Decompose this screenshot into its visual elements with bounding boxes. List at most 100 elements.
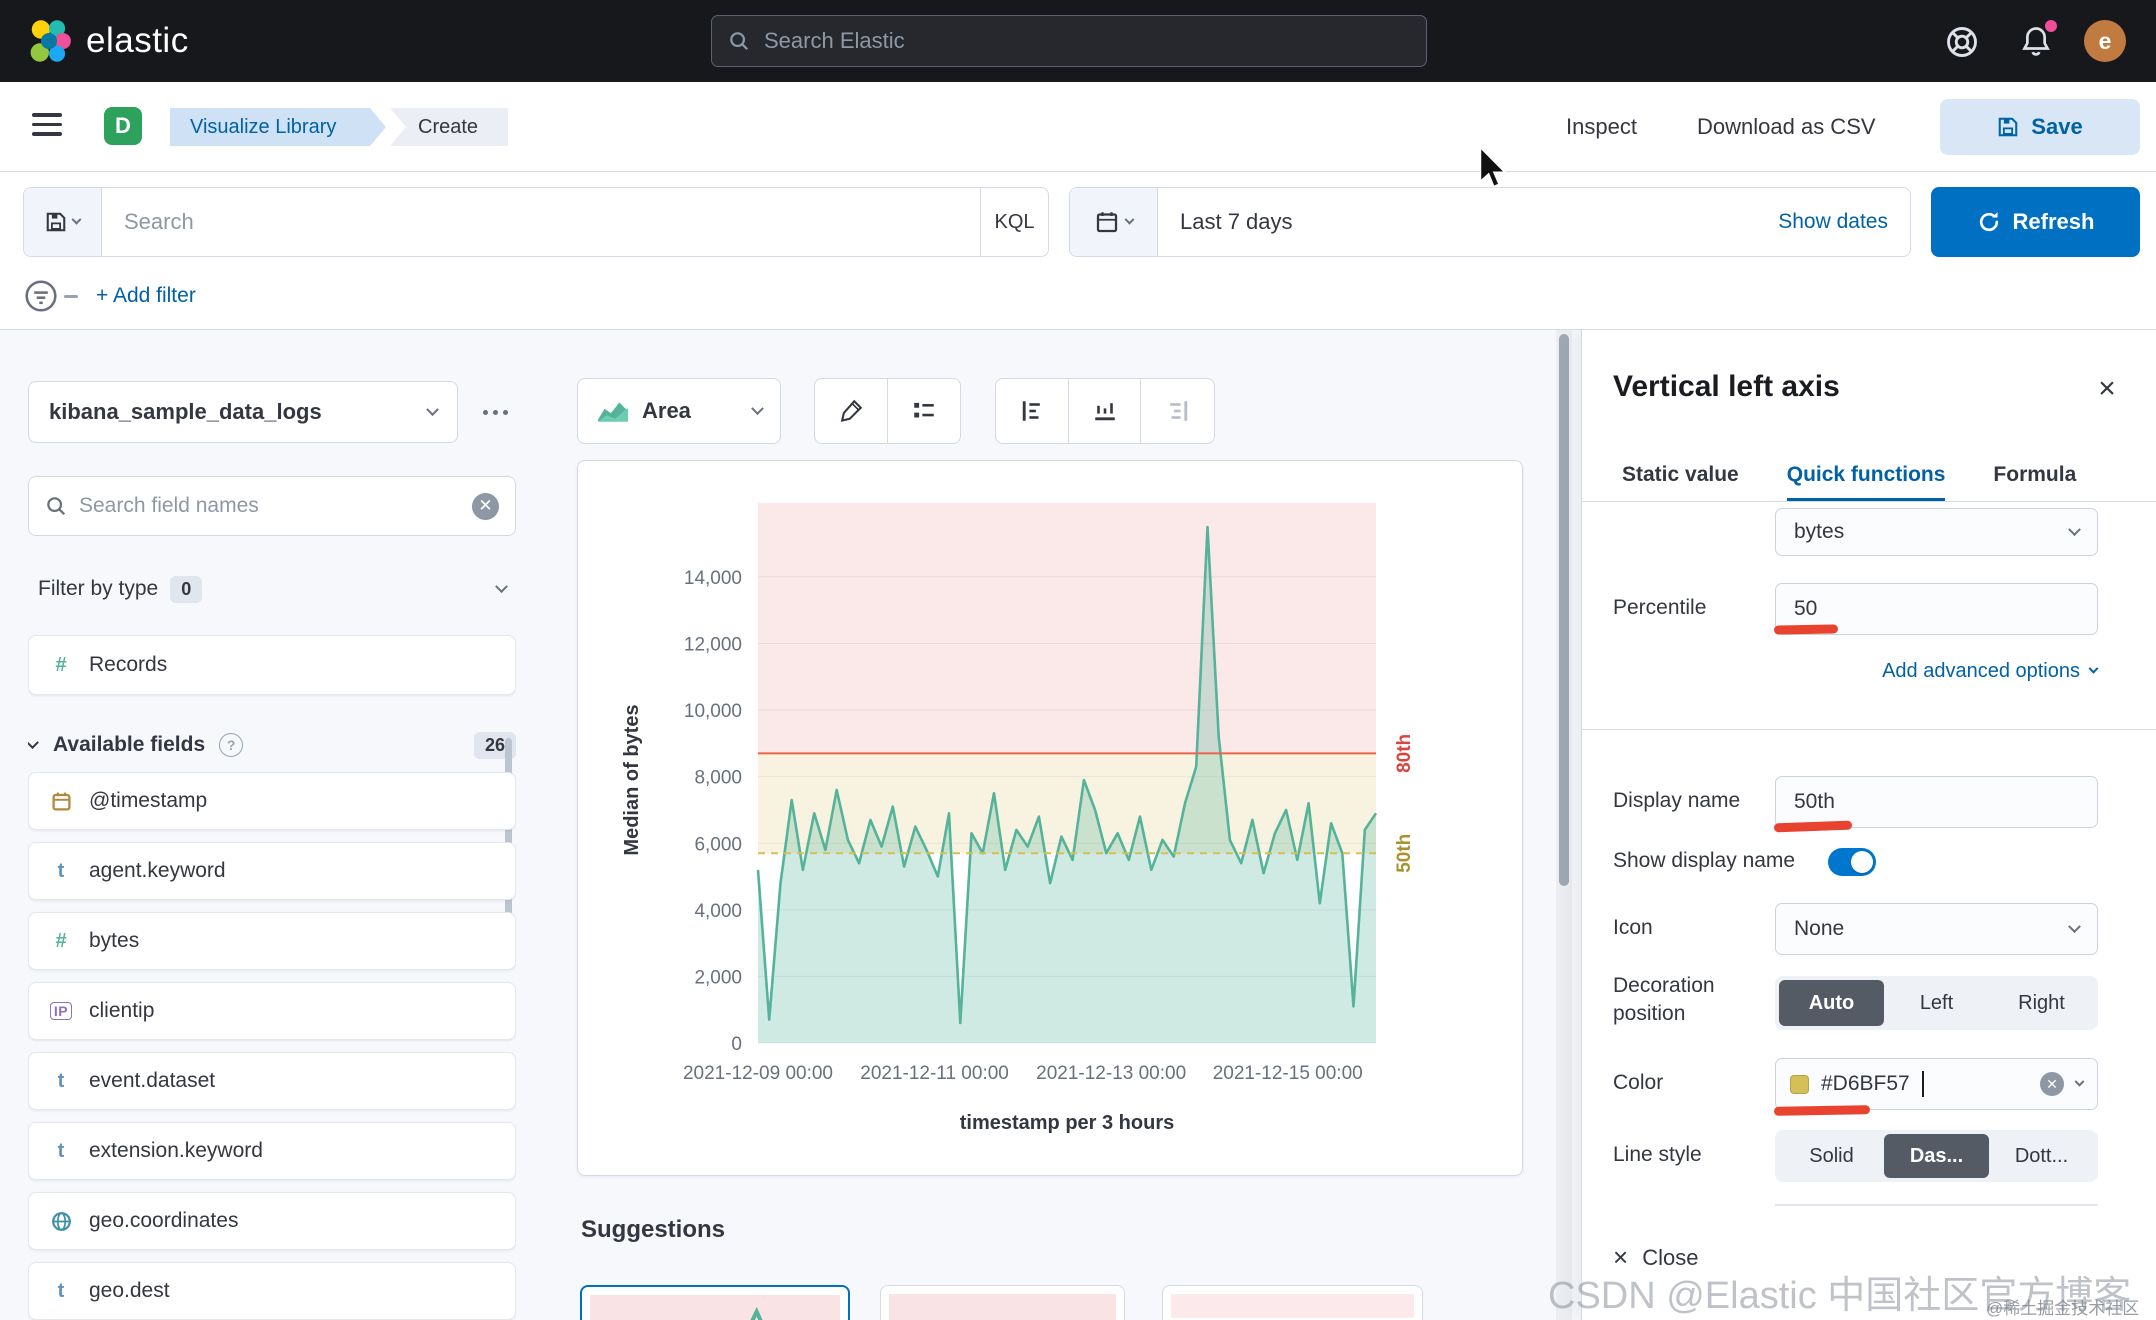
line-style-dotted-button[interactable]: Dott... [2014, 1144, 2069, 1167]
field-item[interactable]: t extension.keyword [28, 1122, 516, 1180]
page-scrollbar-thumb[interactable] [1559, 334, 1569, 886]
space-avatar[interactable]: D [104, 107, 142, 145]
clear-search-icon[interactable]: ✕ [472, 492, 499, 520]
suggestion-card[interactable] [880, 1285, 1125, 1320]
right-axis-icon [1169, 401, 1187, 421]
icon-label: Icon [1613, 916, 1653, 939]
field-item[interactable]: t geo.dest [28, 1262, 516, 1320]
kql-toggle[interactable]: KQL [980, 188, 1048, 256]
line-style-solid-button[interactable]: Solid [1809, 1144, 1854, 1167]
legend-button[interactable] [888, 379, 961, 443]
help-icon[interactable] [1944, 24, 1980, 60]
paintbrush-icon [840, 399, 862, 422]
breadcrumb-visualize-library[interactable]: Visualize Library [170, 108, 386, 146]
show-dates-link[interactable]: Show dates [1778, 210, 1888, 233]
save-label: Save [2031, 114, 2083, 139]
tab-formula[interactable]: Formula [1993, 463, 2077, 486]
user-avatar[interactable]: e [2084, 20, 2126, 62]
global-search-input[interactable] [764, 28, 1410, 54]
index-pattern-select[interactable]: kibana_sample_data_logs [28, 381, 458, 443]
decoration-auto-button[interactable]: Auto [1779, 980, 1884, 1026]
add-filter-link[interactable]: + Add filter [96, 284, 196, 307]
filter-bar: + Add filter [0, 262, 2156, 330]
clear-color-icon[interactable]: ✕ [2040, 1072, 2064, 1096]
field-item[interactable]: @timestamp [28, 772, 516, 830]
chevron-down-icon [426, 402, 439, 416]
suggestion-card-current[interactable] [580, 1285, 850, 1320]
line-style-dashed-button[interactable]: Das... [1884, 1134, 1989, 1178]
global-search-box[interactable] [711, 15, 1427, 67]
calendar-menu[interactable] [1070, 188, 1158, 256]
add-advanced-options-link[interactable]: Add advanced options [1882, 660, 2099, 683]
bottom-axis-button[interactable] [1069, 379, 1142, 443]
records-label: Records [89, 653, 168, 676]
notifications-icon[interactable] [2018, 20, 2057, 60]
truncated-control-edge [1775, 1204, 2098, 1206]
axis-settings-flyout: Vertical left axis × Static value Quick … [1581, 330, 2156, 1320]
color-swatch[interactable] [1790, 1074, 1809, 1094]
field-select-value: bytes [1794, 520, 1845, 543]
save-button[interactable]: Save [1940, 99, 2140, 155]
elastic-logo[interactable] [26, 18, 72, 64]
field-item[interactable]: geo.coordinates [28, 1192, 516, 1250]
svg-text:0: 0 [731, 1034, 742, 1055]
save-icon [1999, 117, 2018, 137]
available-fields-header[interactable]: Available fields ? 26 [28, 725, 516, 765]
icon-select[interactable]: None [1775, 903, 2098, 955]
color-value: #D6BF57 [1821, 1072, 1910, 1095]
query-search-input[interactable] [102, 209, 980, 235]
svg-text:2,000: 2,000 [694, 967, 742, 988]
tab-static-value[interactable]: Static value [1622, 463, 1739, 486]
menu-icon[interactable] [32, 113, 62, 141]
visual-options-button[interactable] [815, 379, 888, 443]
color-input[interactable]: #D6BF57 ✕ [1775, 1058, 2098, 1110]
field-name: extension.keyword [89, 1139, 263, 1162]
field-name: @timestamp [89, 789, 208, 812]
chevron-down-icon [2088, 663, 2099, 674]
sidebar-scrollbar[interactable] [505, 738, 512, 934]
field-item[interactable]: # bytes [28, 912, 516, 970]
decoration-left-button[interactable]: Left [1919, 991, 1954, 1014]
tab-quick-functions[interactable]: Quick functions [1786, 450, 1946, 501]
text-field-icon: t [57, 1069, 65, 1092]
calendar-icon [1096, 212, 1117, 233]
flyout-close-button[interactable]: × Close [1613, 1242, 1698, 1273]
search-icon [730, 32, 749, 51]
field-item[interactable]: t event.dataset [28, 1052, 516, 1110]
field-select[interactable]: bytes [1775, 508, 2098, 556]
download-csv-button[interactable]: Download as CSV [1697, 114, 1876, 139]
ip-field-icon: IP [39, 1002, 83, 1020]
index-pattern-options-icon[interactable] [474, 391, 516, 433]
right-axis-button[interactable] [1141, 379, 1214, 443]
chevron-down-icon [71, 214, 82, 225]
saved-query-menu[interactable] [24, 188, 102, 256]
chevron-down-icon [2068, 522, 2081, 536]
decoration-right-button[interactable]: Right [2018, 991, 2065, 1014]
date-picker: Last 7 days Show dates [1069, 187, 1911, 257]
search-icon [47, 497, 66, 516]
field-item[interactable]: IP clientip [28, 982, 516, 1040]
breadcrumb-create: Create [390, 108, 508, 146]
chevron-down-icon [1124, 214, 1134, 225]
filter-by-type[interactable]: Filter by type 0 [28, 563, 516, 615]
field-search-input[interactable] [79, 494, 472, 518]
refresh-button[interactable]: Refresh [1931, 187, 2140, 257]
display-name-input[interactable] [1775, 776, 2098, 828]
records-field[interactable]: # Records [28, 635, 516, 695]
filter-icon[interactable] [24, 279, 58, 313]
filter-by-type-count: 0 [170, 575, 203, 603]
left-axis-button[interactable] [996, 379, 1069, 443]
time-range-value[interactable]: Last 7 days [1180, 209, 1293, 234]
suggestion-card[interactable] [1162, 1285, 1423, 1320]
text-field-icon: t [57, 859, 65, 882]
help-circle-icon[interactable]: ? [219, 733, 244, 757]
show-display-name-toggle[interactable] [1828, 848, 1876, 876]
svg-text:6,000: 6,000 [694, 834, 742, 855]
chart-type-select[interactable]: Area [577, 378, 781, 444]
close-icon[interactable]: × [2098, 372, 2116, 405]
svg-text:10,000: 10,000 [684, 701, 742, 722]
svg-text:80th: 80th [1394, 734, 1415, 773]
svg-text:2021-12-15 00:00: 2021-12-15 00:00 [1213, 1063, 1363, 1084]
inspect-button[interactable]: Inspect [1566, 114, 1637, 139]
field-item[interactable]: t agent.keyword [28, 842, 516, 900]
